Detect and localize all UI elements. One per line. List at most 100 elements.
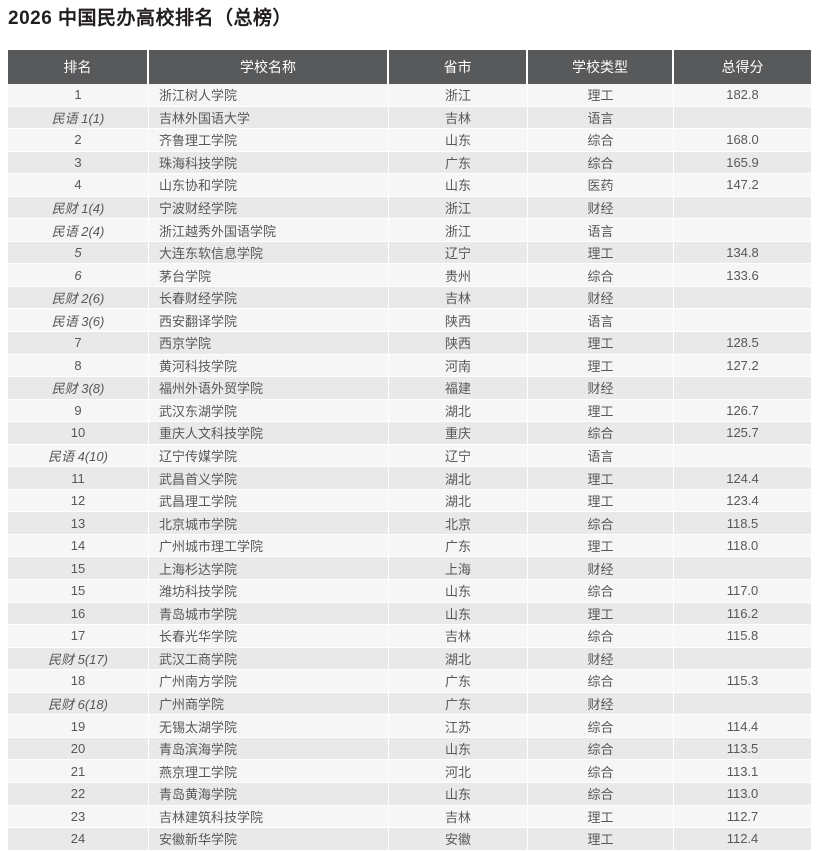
cell-school-name: 黄河科技学院 <box>149 354 389 377</box>
table-row: 民财 1(4) 宁波财经学院 浙江 财经 <box>8 196 811 220</box>
cell-total-score <box>674 648 811 670</box>
table-row: 9 武汉东湖学院 湖北 理工 126.7 <box>8 399 811 423</box>
cell-total-score <box>674 197 811 219</box>
table-row: 20 青岛滨海学院 山东 综合 113.5 <box>8 737 811 761</box>
table-row: 民语 1(1) 吉林外国语大学 吉林 语言 <box>8 106 811 130</box>
table-row: 11 武昌首义学院 湖北 理工 124.4 <box>8 467 811 490</box>
cell-total-score: 128.5 <box>726 335 759 351</box>
cell-total-score: 124.4 <box>726 470 759 486</box>
cell-school-name: 宁波财经学院 <box>149 196 389 219</box>
table-row: 12 武昌理工学院 湖北 理工 123.4 <box>8 489 811 513</box>
table-row: 民语 3(6) 西安翻译学院 陕西 语言 <box>8 309 811 333</box>
cell-school-type: 理工 <box>528 534 674 557</box>
cell-rank: 14 <box>8 534 149 557</box>
cell-school-name: 西安翻译学院 <box>149 309 389 332</box>
cell-school-name: 福州外语外贸学院 <box>149 377 389 399</box>
table-row: 4 山东协和学院 山东 医药 147.2 <box>8 174 811 197</box>
cell-total-score: 113.0 <box>726 786 759 802</box>
cell-school-name: 青岛黄海学院 <box>149 782 389 805</box>
table-header-row: 排名 学校名称 省市 学校类型 总得分 <box>8 50 811 84</box>
cell-rank: 15 <box>8 580 149 602</box>
cell-total-score: 113.1 <box>726 763 759 779</box>
cell-province: 山东 <box>389 737 528 760</box>
cell-rank: 21 <box>8 760 149 782</box>
cell-province: 广东 <box>389 670 528 692</box>
cell-rank: 民财 5(17) <box>8 647 149 670</box>
cell-rank: 24 <box>8 828 149 850</box>
cell-school-type: 理工 <box>528 467 674 489</box>
cell-school-type: 理工 <box>528 241 674 264</box>
table-row: 21 燕京理工学院 河北 综合 113.1 <box>8 760 811 783</box>
cell-school-name: 武昌理工学院 <box>149 489 389 512</box>
table-row: 3 珠海科技学院 广东 综合 165.9 <box>8 151 811 175</box>
cell-province: 贵州 <box>389 264 528 286</box>
cell-school-type: 综合 <box>528 512 674 534</box>
cell-total-score: 116.2 <box>726 605 759 621</box>
cell-total-score: 115.3 <box>726 673 759 689</box>
cell-school-name: 青岛滨海学院 <box>149 737 389 760</box>
cell-school-name: 广州南方学院 <box>149 670 389 692</box>
cell-total-score: 168.0 <box>726 132 759 148</box>
cell-rank: 20 <box>8 737 149 760</box>
cell-school-name: 广州城市理工学院 <box>149 534 389 557</box>
header-cell-type: 学校类型 <box>528 50 674 84</box>
cell-school-type: 综合 <box>528 129 674 151</box>
table-row: 14 广州城市理工学院 广东 理工 118.0 <box>8 534 811 558</box>
cell-rank: 5 <box>8 241 149 264</box>
cell-rank: 16 <box>8 602 149 625</box>
cell-province: 河北 <box>389 760 528 782</box>
cell-total-score <box>674 309 811 331</box>
cell-province: 广东 <box>389 151 528 174</box>
table-row: 民财 5(17) 武汉工商学院 湖北 财经 <box>8 647 811 671</box>
table-row: 16 青岛城市学院 山东 理工 116.2 <box>8 602 811 626</box>
cell-total-score: 117.0 <box>726 583 759 599</box>
table-row: 民财 2(6) 长春财经学院 吉林 财经 <box>8 286 811 310</box>
cell-province: 吉林 <box>389 286 528 309</box>
table-row: 1 浙江树人学院 浙江 理工 182.8 <box>8 84 811 107</box>
cell-rank: 民语 1(1) <box>8 106 149 129</box>
cell-province: 福建 <box>389 377 528 399</box>
cell-rank: 2 <box>8 129 149 151</box>
cell-school-type: 综合 <box>528 760 674 782</box>
cell-province: 山东 <box>389 602 528 625</box>
cell-rank: 民语 2(4) <box>8 219 149 241</box>
cell-rank: 17 <box>8 625 149 647</box>
cell-school-type: 语言 <box>528 309 674 332</box>
cell-school-name: 齐鲁理工学院 <box>149 129 389 151</box>
cell-total-score: 113.5 <box>726 741 759 757</box>
cell-school-type: 财经 <box>528 196 674 219</box>
cell-province: 陕西 <box>389 309 528 332</box>
cell-rank: 11 <box>8 467 149 489</box>
cell-school-name: 茅台学院 <box>149 264 389 286</box>
cell-province: 浙江 <box>389 196 528 219</box>
cell-school-name: 无锡太湖学院 <box>149 715 389 737</box>
table-row: 7 西京学院 陕西 理工 128.5 <box>8 332 811 355</box>
cell-province: 湖北 <box>389 647 528 670</box>
cell-total-score: 118.5 <box>726 515 759 531</box>
cell-total-score: 112.7 <box>726 808 759 824</box>
cell-province: 山东 <box>389 580 528 602</box>
cell-school-type: 理工 <box>528 602 674 625</box>
cell-total-score: 118.0 <box>726 538 759 554</box>
cell-province: 浙江 <box>389 219 528 241</box>
cell-rank: 9 <box>8 399 149 422</box>
cell-school-name: 浙江树人学院 <box>149 84 389 106</box>
cell-school-name: 长春光华学院 <box>149 625 389 647</box>
cell-school-name: 吉林外国语大学 <box>149 106 389 129</box>
cell-school-name: 武昌首义学院 <box>149 467 389 489</box>
header-cell-score: 总得分 <box>721 59 764 75</box>
cell-school-type: 综合 <box>528 670 674 692</box>
cell-province: 湖北 <box>389 467 528 489</box>
table-row: 民语 2(4) 浙江越秀外国语学院 浙江 语言 <box>8 219 811 242</box>
cell-school-type: 语言 <box>528 219 674 241</box>
cell-total-score: 114.4 <box>726 718 759 734</box>
cell-total-score <box>674 377 811 399</box>
cell-total-score: 133.6 <box>726 267 759 283</box>
header-cell-rank: 排名 <box>8 50 149 84</box>
cell-total-score <box>674 287 811 309</box>
table-row: 10 重庆人文科技学院 重庆 综合 125.7 <box>8 422 811 445</box>
cell-rank: 民语 4(10) <box>8 444 149 467</box>
cell-province: 江苏 <box>389 715 528 737</box>
cell-school-type: 综合 <box>528 422 674 444</box>
cell-school-name: 广州商学院 <box>149 692 389 715</box>
